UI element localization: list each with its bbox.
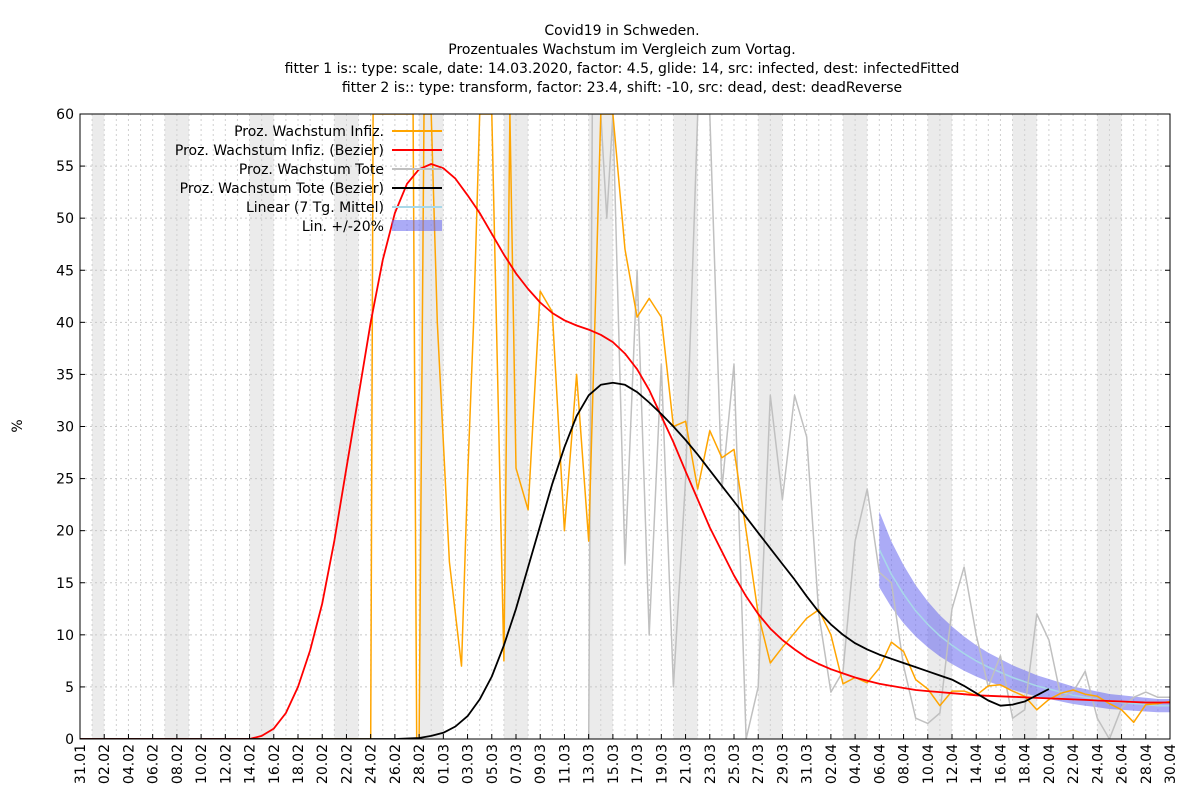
- weekend-band: [92, 114, 105, 739]
- legend-label: Lin. +/-20%: [302, 219, 384, 235]
- series-line-0: [80, 114, 1170, 739]
- x-tick-label: 09.03: [533, 744, 549, 784]
- x-tick-label: 04.04: [848, 744, 864, 784]
- x-tick-label: 06.02: [146, 744, 162, 784]
- x-tick-label: 08.02: [170, 744, 186, 784]
- series-line-3: [80, 381, 1050, 739]
- x-tick-label: 02.02: [97, 744, 113, 784]
- x-tick-label: 05.03: [485, 744, 501, 784]
- y-axis-label: %: [10, 419, 26, 432]
- x-tick-label: 12.02: [218, 744, 234, 784]
- x-tick-label: 24.04: [1090, 744, 1106, 784]
- legend-label: Proz. Wachstum Infiz.: [234, 124, 384, 140]
- x-tick-label: 11.03: [557, 744, 573, 784]
- y-tick-label: 60: [56, 107, 74, 123]
- x-tick-label: 07.03: [509, 744, 525, 784]
- x-tick-label: 03.03: [461, 744, 477, 784]
- y-tick-label: 5: [65, 680, 74, 696]
- x-tick-label: 19.03: [654, 744, 670, 784]
- x-tick-label: 24.02: [364, 744, 380, 784]
- x-tick-label: 25.03: [727, 744, 743, 784]
- title-line: Covid19 in Schweden.: [544, 23, 699, 39]
- series-layer: [80, 114, 1170, 739]
- x-tick-label: 06.04: [872, 744, 888, 784]
- x-axis: 31.01 02.02 04.02 06.02 08.02 10.02 12.02 14.02…: [73, 734, 1179, 784]
- x-tick-label: 31.03: [800, 744, 816, 784]
- y-tick-label: 30: [56, 420, 74, 436]
- x-tick-label: 10.04: [921, 744, 937, 784]
- series-line-4: [878, 549, 1170, 707]
- x-tick-label: 14.02: [243, 744, 259, 784]
- x-tick-label: 14.04: [969, 744, 985, 784]
- x-tick-label: 20.02: [315, 744, 331, 784]
- x-tick-label: 22.04: [1066, 744, 1082, 784]
- x-tick-label: 18.02: [291, 744, 307, 784]
- x-tick-label: 30.04: [1163, 744, 1179, 784]
- x-tick-label: 22.02: [339, 744, 355, 784]
- x-tick-label: 08.04: [897, 744, 913, 784]
- series-line-2: [587, 114, 1170, 739]
- grid-lines: [79, 113, 1171, 740]
- legend: Proz. Wachstum Infiz. Proz. Wachstum Infi…: [175, 124, 442, 235]
- x-tick-label: 27.03: [751, 744, 767, 784]
- x-tick-label: 10.02: [194, 744, 210, 784]
- y-tick-label: 55: [56, 159, 74, 175]
- x-tick-label: 17.03: [630, 744, 646, 784]
- x-tick-label: 12.04: [945, 744, 961, 784]
- x-tick-label: 31.01: [73, 744, 89, 784]
- legend-label: Proz. Wachstum Tote (Bezier): [180, 181, 384, 197]
- x-tick-label: 29.03: [775, 744, 791, 784]
- legend-label: Proz. Wachstum Infiz. (Bezier): [175, 143, 384, 159]
- y-tick-label: 25: [56, 472, 74, 488]
- chart-title: Covid19 in Schweden. Prozentuales Wachstu…: [285, 23, 960, 96]
- x-tick-label: 16.04: [993, 744, 1009, 784]
- x-tick-label: 28.04: [1139, 744, 1155, 784]
- y-tick-label: 20: [56, 524, 74, 540]
- x-tick-label: 15.03: [606, 744, 622, 784]
- x-tick-label: 20.04: [1042, 744, 1058, 784]
- x-tick-label: 02.04: [824, 744, 840, 784]
- x-tick-label: 28.02: [412, 744, 428, 784]
- y-tick-label: 10: [56, 628, 74, 644]
- x-tick-label: 18.04: [1018, 744, 1034, 784]
- x-tick-label: 26.04: [1115, 744, 1131, 784]
- title-line: fitter 2 is:: type: transform, factor: 2…: [342, 80, 902, 96]
- y-tick-label: 15: [56, 576, 74, 592]
- y-tick-label: 40: [56, 315, 74, 331]
- x-tick-label: 23.03: [703, 744, 719, 784]
- x-tick-label: 01.03: [436, 744, 452, 784]
- y-tick-label: 35: [56, 367, 74, 383]
- y-tick-label: 0: [65, 732, 74, 748]
- title-line: fitter 1 is:: type: scale, date: 14.03.2…: [285, 61, 960, 77]
- x-tick-label: 16.02: [267, 744, 283, 784]
- y-axis: 0 5 10 15 20 25 30 35 40 45 50 55 60: [56, 107, 1170, 748]
- y-tick-label: 45: [56, 263, 74, 279]
- legend-label: Proz. Wachstum Tote: [239, 162, 384, 178]
- legend-label: Linear (7 Tg. Mittel): [246, 200, 384, 216]
- x-tick-label: 13.03: [582, 744, 598, 784]
- title-line: Prozentuales Wachstum im Vergleich zum V…: [448, 42, 796, 58]
- x-tick-label: 21.03: [679, 744, 695, 784]
- x-tick-label: 04.02: [121, 744, 137, 784]
- x-tick-label: 26.02: [388, 744, 404, 784]
- legend-swatch: [392, 220, 442, 231]
- series-band-lin-20: [879, 511, 1170, 713]
- y-tick-label: 50: [56, 211, 74, 227]
